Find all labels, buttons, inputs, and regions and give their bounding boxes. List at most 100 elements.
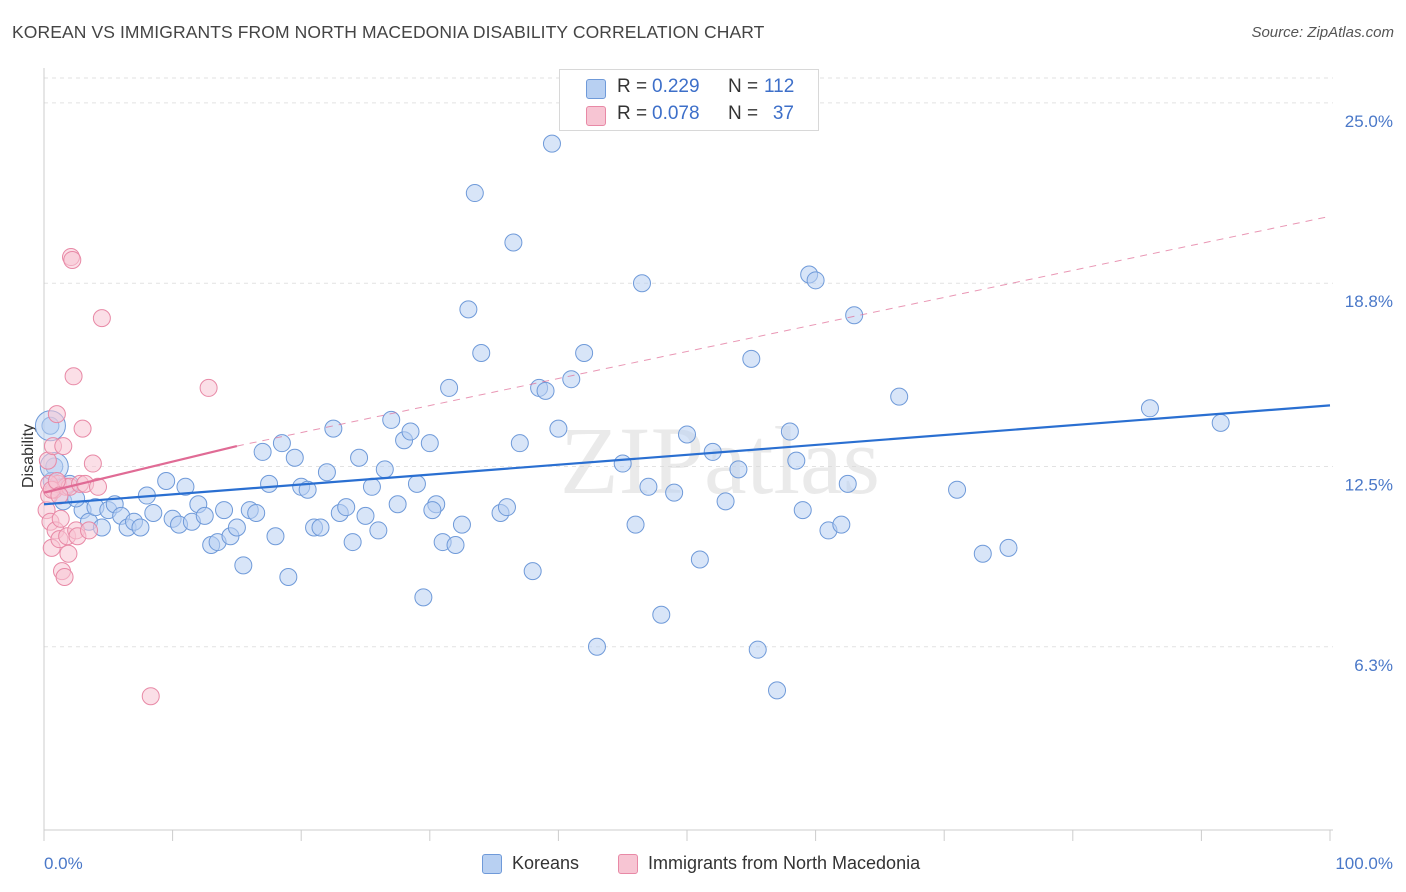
korean-point [832, 515, 851, 534]
trend-lines [43, 215, 1331, 506]
north-macedonia-point [55, 567, 74, 586]
r-value: 0.078 [652, 103, 700, 124]
y-axis-label: Disability [20, 424, 37, 488]
korean-point [587, 637, 606, 656]
koreans-trend-line [43, 404, 1331, 506]
chart-title: KOREAN VS IMMIGRANTS FROM NORTH MACEDONI… [12, 22, 765, 42]
korean-point [247, 503, 266, 522]
north-macedonia-point [59, 544, 78, 563]
r-value: 0.229 [652, 76, 700, 97]
korean-point [260, 474, 279, 493]
korean-point [388, 495, 407, 514]
korean-point [215, 501, 234, 520]
korean-point [420, 434, 439, 453]
north-macedonia-point [92, 309, 111, 328]
korean-point [414, 588, 433, 607]
korean-point [678, 425, 696, 444]
x-tick-label: 0.0% [44, 854, 83, 873]
korean-point [452, 515, 471, 534]
r-label: R = [617, 103, 648, 124]
korean-point [337, 498, 356, 517]
korean-point [356, 506, 375, 525]
korean-point [742, 349, 761, 368]
north-macedonia-point [47, 405, 66, 424]
korean-point [350, 448, 369, 467]
korean-point [613, 454, 632, 473]
korean-point [780, 422, 799, 441]
korean-point [253, 442, 272, 461]
korean-point [639, 477, 658, 496]
korean-point [510, 434, 529, 453]
korean-point [195, 506, 214, 525]
korean-point [690, 550, 709, 569]
korean-point [465, 184, 484, 203]
y-tick-label: 6.3% [1354, 656, 1393, 675]
stats-legend: R = 0.229 N = 112 R = 0.078 N = 37 [559, 69, 819, 131]
korean-point [973, 544, 992, 563]
north-macedonia-trend-line [43, 445, 238, 494]
korean-point [375, 460, 394, 479]
korean-point [748, 640, 767, 659]
source-label: Source: ZipAtlas.com [1251, 24, 1394, 41]
korean-point [176, 477, 195, 496]
n-label: N = [728, 76, 759, 97]
n-label: N = [728, 103, 759, 124]
korean-point [626, 515, 645, 534]
korean-point [317, 463, 336, 482]
korean-point [787, 451, 806, 470]
legend-label-koreans: Koreans [512, 853, 580, 873]
korean-point [504, 233, 523, 252]
north-macedonia-point [89, 477, 108, 496]
korean-point [157, 471, 176, 490]
korean-point [131, 518, 150, 537]
korean-point [279, 567, 298, 586]
korean-point [407, 474, 426, 493]
koreans-legend-swatch [482, 854, 502, 874]
korean-point [562, 370, 581, 389]
korean-point [382, 410, 401, 429]
korean-point [768, 681, 787, 700]
korean-point [652, 605, 671, 624]
north-macedonia-point [141, 687, 160, 706]
korean-point [632, 274, 651, 293]
north-macedonia-point [73, 419, 92, 438]
korean-point [549, 419, 568, 438]
korean-point [343, 533, 362, 552]
north-macedonia-point [51, 509, 70, 528]
korean-point [234, 556, 253, 575]
korean-point [542, 134, 561, 153]
x-tick-label: 100.0% [1335, 854, 1393, 873]
korean-point [575, 344, 594, 363]
stats-legend-row-north-macedonia: R = 0.078 N = 37 [560, 100, 818, 128]
north-macedonia-point [63, 250, 82, 269]
north-macedonia-point [54, 437, 73, 456]
north-macedonia-point [83, 454, 102, 473]
stats-legend-row-koreans: R = 0.229 N = 112 [560, 73, 818, 101]
grid-lines [44, 77, 1333, 648]
y-tick-label: 25.0% [1345, 112, 1393, 131]
korean-point [806, 271, 825, 290]
r-label: R = [617, 76, 648, 97]
koreans-swatch [586, 79, 606, 99]
x-tick-labels: 0.0% 100.0% [44, 854, 1393, 873]
korean-point [440, 378, 459, 397]
legend-label-north-macedonia: Immigrants from North Macedonia [648, 853, 921, 873]
korean-point [362, 477, 381, 496]
korean-point [369, 521, 388, 540]
korean-point [1140, 399, 1159, 418]
north-macedonia-point [64, 367, 83, 386]
korean-point [266, 527, 285, 546]
korean-point [729, 460, 748, 479]
korean-point [497, 498, 516, 517]
north-macedonia-point [199, 378, 218, 397]
korean-point [665, 483, 684, 502]
korean-point [472, 344, 491, 363]
korean-point [845, 306, 864, 325]
y-tick-label: 18.8% [1345, 292, 1393, 311]
korean-point [793, 501, 812, 520]
korean-point [144, 503, 163, 522]
korean-point [999, 538, 1018, 557]
korean-point [227, 518, 246, 537]
korean-point [311, 518, 330, 537]
